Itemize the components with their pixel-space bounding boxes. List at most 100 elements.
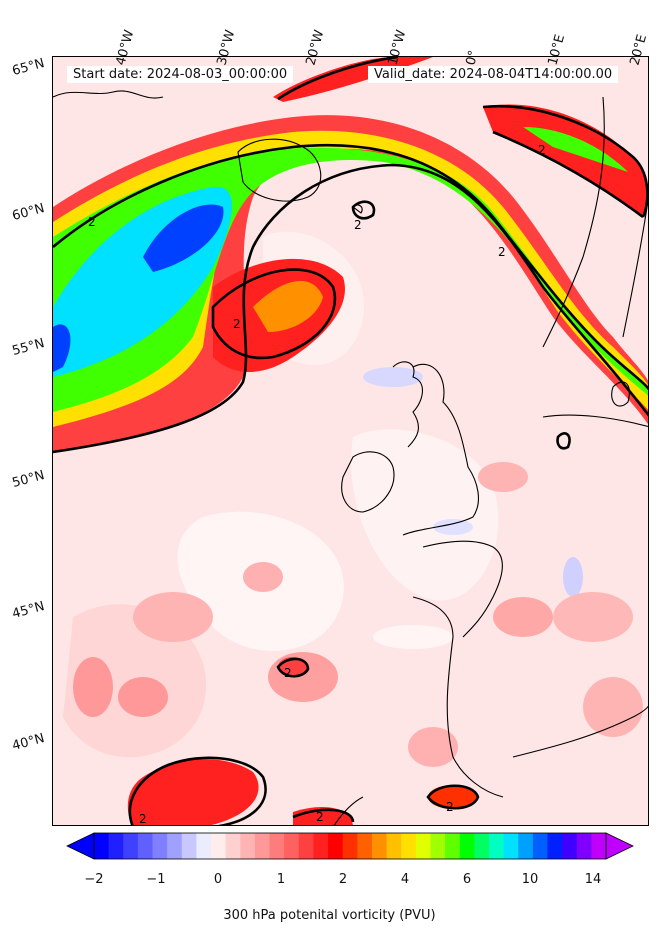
contour-value-label: 2	[316, 810, 324, 824]
jet-blue-core	[143, 204, 224, 272]
colorbar-tick: 1	[276, 872, 286, 887]
pv-patch	[118, 677, 168, 717]
morocco-coast	[333, 796, 364, 825]
colorbar-swatch	[518, 833, 534, 859]
start-date-label: Start date: 2024-08-03_00:00:00	[67, 66, 294, 83]
contour-jet-south	[53, 163, 648, 454]
scotland-coast	[392, 361, 423, 448]
colorbar-swatch	[328, 833, 344, 859]
lat-label-45n: 45°N	[10, 599, 47, 622]
pv-light-region	[351, 429, 499, 601]
south-red-blob	[127, 759, 259, 825]
mediterranean-coast	[512, 705, 648, 758]
colorbar-swatch	[123, 833, 139, 859]
contour-azores-low	[276, 657, 310, 678]
pv-patch	[583, 677, 643, 737]
pv-patch	[243, 562, 283, 592]
colorbar-tick: −2	[84, 872, 104, 887]
colorbar-swatch	[547, 833, 563, 859]
contour-value-label: 2	[538, 143, 546, 157]
contour-value-label: 2	[498, 245, 506, 259]
pv-patch	[133, 592, 213, 642]
colorbar-swatch	[137, 833, 154, 859]
pv-patch	[408, 727, 458, 767]
colorbar-swatch	[576, 833, 592, 859]
colorbar-swatch	[503, 833, 519, 859]
ne-tongue-red	[483, 104, 648, 217]
pv-red-patches	[73, 462, 643, 767]
colorbar-swatch	[313, 833, 329, 859]
contour-value-label: 2	[233, 317, 241, 331]
colorbar-swatch	[532, 833, 548, 859]
colorbar-swatch	[152, 833, 168, 859]
valid-date-label: Valid_date: 2024-08-04T14:00:00.00	[368, 66, 619, 83]
pv-patch	[478, 462, 528, 492]
contour-value-label: 2	[354, 218, 362, 232]
colorbar-swatch	[108, 833, 124, 859]
colorbar-swatch	[225, 833, 241, 859]
contour-south-blob-2	[426, 784, 480, 810]
colorbar-swatch	[430, 833, 446, 859]
colorbar-swatch	[591, 833, 607, 859]
colorbar-outline	[93, 832, 607, 860]
colorbar-swatch	[240, 833, 256, 859]
lat-label-50n: 50°N	[10, 468, 47, 491]
contour-small-loop	[351, 200, 376, 220]
colorbar-swatch	[298, 833, 314, 859]
contour-n-tongue	[277, 57, 399, 101]
contour-ne-tongue-inner	[492, 130, 644, 219]
colorbar-min-arrow	[66, 832, 95, 860]
colorbar-swatch	[167, 833, 183, 859]
colorbar-label: 300 hPa potenital vorticity (PVU)	[223, 908, 436, 923]
colorbar-tick: 10	[521, 872, 539, 887]
norway-coast	[542, 96, 605, 348]
coastlines	[53, 90, 648, 825]
colorbar-swatches	[94, 833, 607, 859]
colorbar-tick: 6	[462, 872, 472, 887]
colorbar-tick: 14	[584, 872, 602, 887]
contours-2pvu	[53, 57, 648, 825]
pv-negative-blob	[363, 367, 423, 387]
pv-patch	[493, 597, 553, 637]
contour-value-label: 2	[139, 812, 147, 826]
iberia-coast	[412, 596, 504, 798]
iceland-coast	[237, 138, 322, 202]
colorbar-tick: 2	[338, 872, 348, 887]
jet-orange-inner	[253, 280, 323, 332]
ne-tongue-green	[523, 127, 628, 172]
lat-label-60n: 60°N	[10, 201, 47, 224]
colorbar-swatch	[415, 833, 431, 859]
colorbar-tick: 4	[400, 872, 410, 887]
pv-negative-blob	[563, 557, 583, 597]
colorbar-swatch	[459, 833, 475, 859]
contour-south-strip	[292, 808, 355, 823]
colorbar-swatch	[488, 833, 505, 859]
pv-patch	[553, 592, 633, 642]
greenland-coast	[53, 90, 164, 99]
contour-value-label: 2	[88, 215, 96, 229]
lat-label-55n: 55°N	[10, 336, 47, 359]
contour-value-label: 2	[284, 666, 292, 680]
contour-south-blob	[128, 756, 267, 825]
contour-baltic-loop	[556, 432, 571, 450]
colorbar-swatch	[342, 833, 358, 859]
south-orange-blob	[428, 785, 478, 809]
pv-negative-blob	[373, 625, 453, 649]
pv-jet-band	[53, 115, 648, 452]
colorbar-swatch	[211, 833, 227, 859]
contour-inner-loop	[211, 268, 337, 360]
colorbar-swatch	[386, 833, 402, 859]
pv-patch	[73, 657, 113, 717]
colorbar-swatch	[371, 833, 388, 859]
map-panel	[52, 56, 649, 826]
colorbar-swatch	[474, 833, 490, 859]
contour-jet-north	[53, 143, 648, 391]
britain-coast	[402, 363, 479, 536]
pv-field-map	[53, 57, 648, 825]
germany-coast	[542, 414, 648, 428]
colorbar-swatch	[401, 833, 417, 859]
jet-blue-core	[53, 324, 71, 372]
ireland-coast	[341, 451, 395, 513]
lat-label-65n: 65°N	[10, 56, 47, 79]
colorbar-swatch	[254, 833, 271, 859]
